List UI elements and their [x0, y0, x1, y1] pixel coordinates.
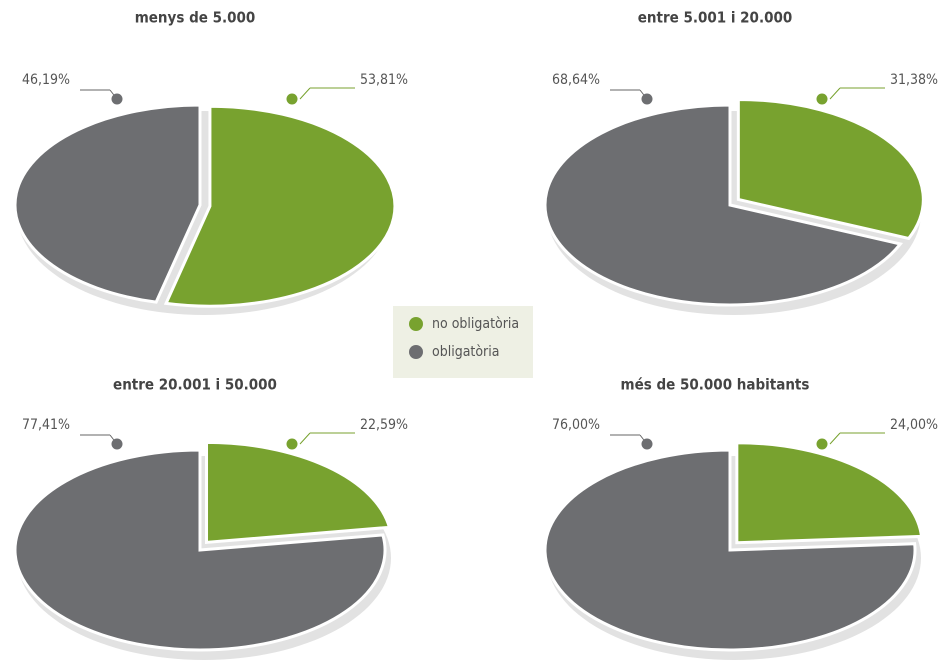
value-label: 68,64% [552, 72, 600, 88]
pie-slice [205, 440, 392, 545]
chart-title: més de 50.000 habitants [621, 376, 810, 394]
pie-slice [735, 441, 924, 545]
value-label: 31,38% [890, 72, 938, 88]
value-label: 46,19% [22, 72, 70, 88]
value-label: 77,41% [22, 417, 70, 433]
pie-slice [163, 104, 397, 308]
chart-title: menys de 5.000 [135, 9, 256, 27]
leader-dot [286, 438, 298, 450]
value-label: 76,00% [552, 417, 600, 433]
leader-line [299, 432, 311, 445]
value-label: 24,00% [890, 417, 938, 433]
leader-line [829, 432, 841, 445]
leader-line [829, 87, 841, 100]
leader-line [299, 87, 311, 100]
pie-slice [543, 448, 917, 652]
chart-title: entre 20.001 i 50.000 [113, 376, 277, 394]
pie-slice [13, 448, 387, 652]
leader-dot [286, 93, 298, 105]
leader-dot [641, 93, 653, 105]
leader-dot [816, 93, 828, 105]
legend-swatch [409, 345, 423, 359]
pie-slice [736, 97, 925, 241]
legend-label: no obligatòria [432, 316, 519, 332]
value-label: 53,81% [360, 72, 408, 88]
leader-dot [641, 438, 653, 450]
value-label: 22,59% [360, 417, 408, 433]
legend-swatch [409, 317, 423, 331]
leader-dot [111, 438, 123, 450]
pie-slice [13, 103, 202, 304]
chart-title: entre 5.001 i 20.000 [638, 9, 793, 27]
legend-label: obligatòria [432, 344, 499, 360]
pie-slice [543, 103, 904, 307]
leader-dot [111, 93, 123, 105]
leader-dot [816, 438, 828, 450]
